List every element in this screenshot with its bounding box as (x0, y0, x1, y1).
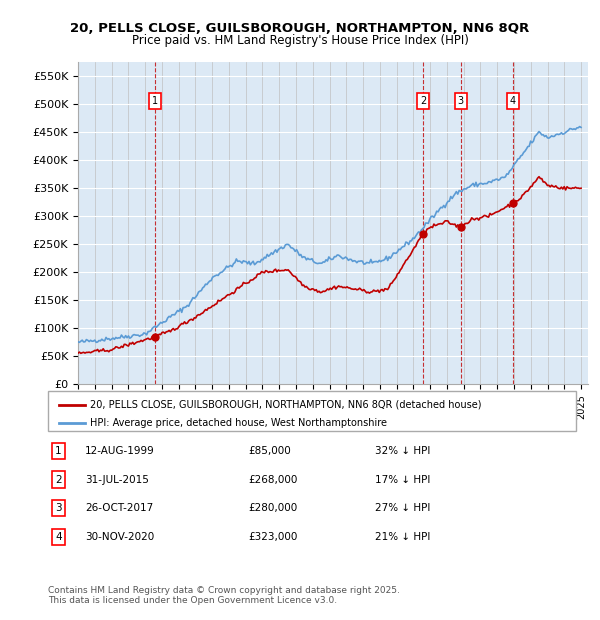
Text: 31-JUL-2015: 31-JUL-2015 (85, 474, 149, 485)
Text: 17% ↓ HPI: 17% ↓ HPI (376, 474, 431, 485)
Text: £323,000: £323,000 (248, 532, 298, 542)
Text: 12-AUG-1999: 12-AUG-1999 (85, 446, 155, 456)
Text: 26-OCT-2017: 26-OCT-2017 (85, 503, 153, 513)
Text: 32% ↓ HPI: 32% ↓ HPI (376, 446, 431, 456)
Text: 4: 4 (509, 95, 515, 105)
Text: 20, PELLS CLOSE, GUILSBOROUGH, NORTHAMPTON, NN6 8QR (detached house): 20, PELLS CLOSE, GUILSBOROUGH, NORTHAMPT… (90, 400, 482, 410)
Text: 3: 3 (458, 95, 464, 105)
Text: Price paid vs. HM Land Registry's House Price Index (HPI): Price paid vs. HM Land Registry's House … (131, 34, 469, 47)
Text: 1: 1 (152, 95, 158, 105)
Text: 20, PELLS CLOSE, GUILSBOROUGH, NORTHAMPTON, NN6 8QR: 20, PELLS CLOSE, GUILSBOROUGH, NORTHAMPT… (70, 22, 530, 35)
Text: 21% ↓ HPI: 21% ↓ HPI (376, 532, 431, 542)
Text: 30-NOV-2020: 30-NOV-2020 (85, 532, 154, 542)
Text: £280,000: £280,000 (248, 503, 298, 513)
Text: 2: 2 (420, 95, 426, 105)
Text: 2: 2 (55, 474, 62, 485)
Text: £268,000: £268,000 (248, 474, 298, 485)
Text: Contains HM Land Registry data © Crown copyright and database right 2025.
This d: Contains HM Land Registry data © Crown c… (48, 586, 400, 605)
Text: 27% ↓ HPI: 27% ↓ HPI (376, 503, 431, 513)
Text: 4: 4 (55, 532, 62, 542)
Text: 1: 1 (55, 446, 62, 456)
Text: HPI: Average price, detached house, West Northamptonshire: HPI: Average price, detached house, West… (90, 418, 387, 428)
Text: 3: 3 (55, 503, 62, 513)
Text: £85,000: £85,000 (248, 446, 292, 456)
FancyBboxPatch shape (48, 391, 576, 431)
